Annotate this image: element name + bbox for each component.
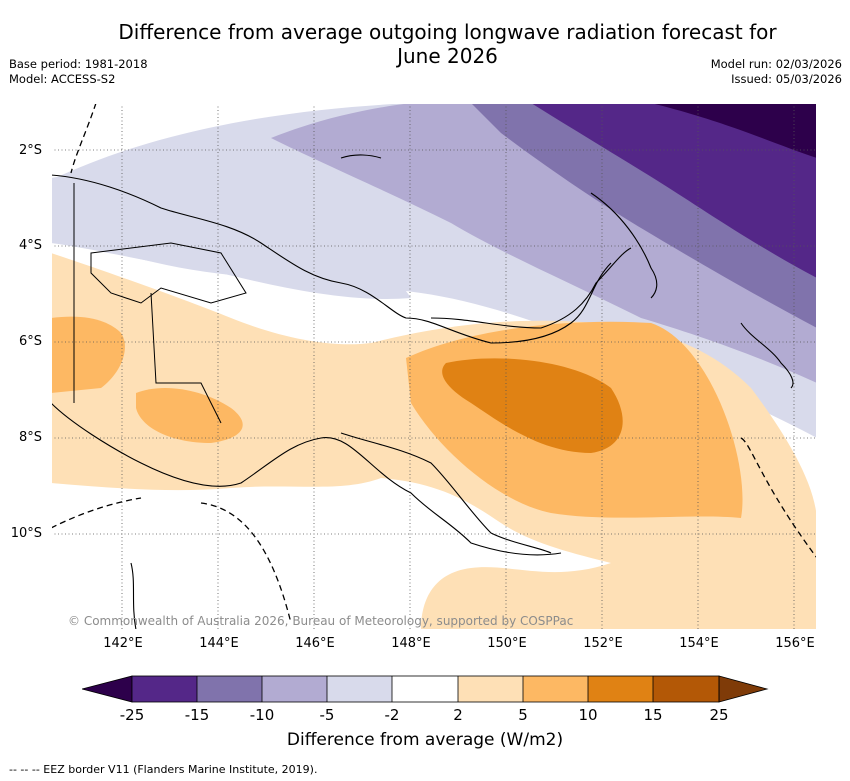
colorbar-extend-high (718, 675, 769, 703)
band-orange-west-2 (136, 388, 243, 443)
coast-cape-york (130, 562, 137, 630)
lon-label-150e: 150°E (487, 636, 527, 651)
colorbar-tick-25: 25 (709, 706, 729, 724)
band-darkest-purple (651, 103, 817, 158)
base-period: Base period: 1981-2018 (9, 57, 148, 71)
coast-peninsula (340, 432, 552, 554)
coast-new-guinea-north (51, 174, 612, 344)
olr-anomaly-map (51, 103, 817, 630)
colorbar-tick-15: 15 (643, 706, 663, 724)
band-orange-west-1 (51, 316, 125, 393)
lon-label-156e: 156°E (775, 636, 815, 651)
lon-label-148e: 148°E (391, 636, 431, 651)
lat-label-6s: 6°S (18, 334, 42, 349)
colorbar-tick-10: 10 (578, 706, 598, 724)
title-line-1: Difference from average outgoing longwav… (118, 20, 777, 44)
eez-borders (51, 103, 817, 624)
colorbar-seg-8 (588, 676, 653, 702)
meta-right: Model run: 02/03/2026 Issued: 05/03/2026 (711, 57, 842, 87)
lon-label-142e: 142°E (103, 636, 143, 651)
colorbar-tick-minus10: -10 (249, 706, 275, 724)
colorbar-seg-3 (262, 676, 327, 702)
colorbar-seg-6 (458, 676, 523, 702)
lon-label-144e: 144°E (199, 636, 239, 651)
border-southern (150, 292, 222, 424)
band-dark-purple (531, 103, 817, 278)
colorbar-seg-2 (197, 676, 262, 702)
colorbar-extend-low (82, 675, 133, 703)
colorbar-seg-9 (653, 676, 719, 702)
coastlines (51, 154, 794, 630)
colorbar-seg-1 (132, 676, 197, 702)
model-run: Model run: 02/03/2026 (710, 57, 842, 71)
eez-east (740, 437, 817, 559)
eez-footnote: -- -- -- EEZ border V11 (Flanders Marine… (9, 763, 318, 776)
eez-west (70, 103, 97, 174)
coast-manus (340, 154, 382, 159)
border-provinces (90, 242, 247, 304)
lat-label-4s: 4°S (18, 238, 42, 253)
colorbar-tick-5: 5 (518, 706, 528, 724)
gridlines (51, 103, 817, 630)
colorbar-seg-7 (523, 676, 588, 702)
lon-label-152e: 152°E (583, 636, 623, 651)
colorbar-seg-5 (392, 676, 458, 702)
colorbar-seg-4 (327, 676, 392, 702)
title-line-2: June 2026 (397, 44, 498, 68)
eez-torres (200, 502, 292, 624)
colorbar-frame (131, 675, 720, 703)
band-dark-orange (442, 358, 623, 453)
lat-label-8s: 8°S (18, 430, 42, 445)
issued-date: Issued: 05/03/2026 (731, 72, 842, 86)
coast-new-britain (430, 247, 632, 329)
chart-title: Difference from average outgoing longwav… (60, 20, 835, 68)
colorbar-tick-minus15: -15 (184, 706, 210, 724)
band-west-purple (51, 171, 411, 299)
colorbar (82, 675, 769, 703)
lon-label-146e: 146°E (295, 636, 335, 651)
colorbar-tick-minus5: -5 (319, 706, 335, 724)
map-frame (51, 103, 817, 630)
coast-bougainville (740, 322, 794, 389)
coast-new-guinea-south (51, 402, 562, 556)
borders (73, 183, 247, 424)
copyright-notice: © Commonwealth of Australia 2026, Bureau… (68, 614, 574, 628)
model-name: Model: ACCESS-S2 (9, 72, 116, 86)
colorbar-tick-minus25: -25 (119, 706, 145, 724)
meta-left: Base period: 1981-2018 Model: ACCESS-S2 (9, 57, 148, 87)
colorbar-title: Difference from average (W/m2) (286, 730, 564, 750)
colorbar-tick-minus2: -2 (384, 706, 400, 724)
colorbar-tick-2: 2 (453, 706, 463, 724)
lat-label-2s: 2°S (18, 143, 42, 158)
lon-label-154e: 154°E (679, 636, 719, 651)
lat-label-10s: 10°S (10, 526, 42, 541)
coast-new-ireland (590, 192, 658, 299)
colorbar-dividers (196, 676, 654, 702)
